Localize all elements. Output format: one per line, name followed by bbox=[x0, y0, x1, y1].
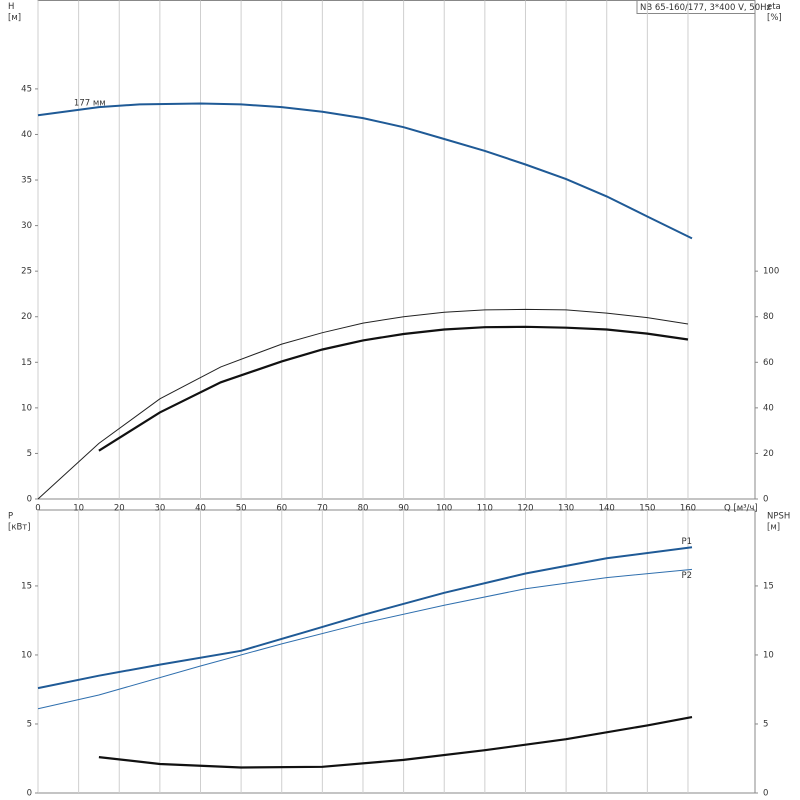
x-tick-label: 70 bbox=[317, 504, 328, 514]
x-tick-label: 140 bbox=[599, 504, 615, 514]
series-label: P1 bbox=[681, 537, 692, 547]
y2-tick-label: 0 bbox=[763, 495, 768, 505]
y2-tick-label: 10 bbox=[763, 650, 774, 660]
x-tick-label: 90 bbox=[398, 504, 409, 514]
x-tick-label: 30 bbox=[154, 504, 165, 514]
x-tick-label: 80 bbox=[358, 504, 369, 514]
chart-title: NB 65-160/177, 3*400 V, 50Hz bbox=[640, 3, 771, 13]
series-line bbox=[37, 308, 689, 500]
y-axis-label: P bbox=[8, 512, 13, 522]
y2-tick-label: 0 bbox=[763, 789, 768, 799]
y-tick-label: 40 bbox=[21, 130, 32, 140]
series-line bbox=[98, 325, 689, 452]
x-tick-label: 60 bbox=[276, 504, 287, 514]
y2-tick-label: 5 bbox=[763, 719, 768, 729]
y-tick-label: 10 bbox=[21, 650, 32, 660]
series-label: P2 bbox=[681, 571, 692, 581]
y-axis-label: H bbox=[8, 2, 14, 12]
x-tick-label: 40 bbox=[195, 504, 206, 514]
x-tick-label: 150 bbox=[639, 504, 655, 514]
x-tick-label: 50 bbox=[236, 504, 247, 514]
x-tick-label: 130 bbox=[558, 504, 574, 514]
x-axis-label: Q [м³/ч] bbox=[724, 504, 758, 514]
y-tick-label: 5 bbox=[27, 719, 32, 729]
y2-axis-label: [%] bbox=[767, 13, 782, 23]
y-tick-label: 10 bbox=[21, 403, 32, 413]
y-tick-label: 45 bbox=[21, 84, 32, 94]
x-tick-label: 120 bbox=[517, 504, 533, 514]
y-tick-label: 0 bbox=[27, 789, 32, 799]
y2-tick-label: 100 bbox=[763, 267, 779, 277]
series-label: 177 мм bbox=[74, 99, 106, 109]
y-tick-label: 15 bbox=[21, 581, 32, 591]
y2-tick-label: 20 bbox=[763, 449, 774, 459]
x-tick-label: 10 bbox=[73, 504, 84, 514]
x-tick-label: 110 bbox=[477, 504, 493, 514]
x-tick-label: 20 bbox=[114, 504, 125, 514]
series-line bbox=[37, 546, 693, 690]
y-tick-label: 35 bbox=[21, 176, 32, 186]
y-tick-label: 5 bbox=[27, 449, 32, 459]
y2-tick-label: 80 bbox=[763, 312, 774, 322]
y2-tick-label: 15 bbox=[763, 581, 774, 591]
y-tick-label: 30 bbox=[21, 221, 32, 231]
y2-axis-label: NPSH bbox=[767, 512, 790, 522]
series-line bbox=[37, 568, 693, 710]
y-axis-label: [кВт] bbox=[8, 523, 31, 533]
title-box bbox=[636, 0, 756, 14]
y2-axis-label: eta bbox=[767, 2, 781, 12]
y-tick-label: 15 bbox=[21, 358, 32, 368]
x-tick-label: 0 bbox=[35, 504, 40, 514]
series-line bbox=[37, 102, 693, 240]
y-axis-label: [м] bbox=[8, 13, 21, 23]
y2-tick-label: 40 bbox=[763, 403, 774, 413]
y2-axis-label: [м] bbox=[767, 523, 780, 533]
series-line bbox=[98, 716, 693, 769]
y-tick-label: 0 bbox=[27, 495, 32, 505]
x-tick-label: 160 bbox=[680, 504, 696, 514]
x-tick-label: 100 bbox=[436, 504, 452, 514]
y-tick-label: 20 bbox=[21, 312, 32, 322]
y2-tick-label: 60 bbox=[763, 358, 774, 368]
y-tick-label: 25 bbox=[21, 267, 32, 277]
